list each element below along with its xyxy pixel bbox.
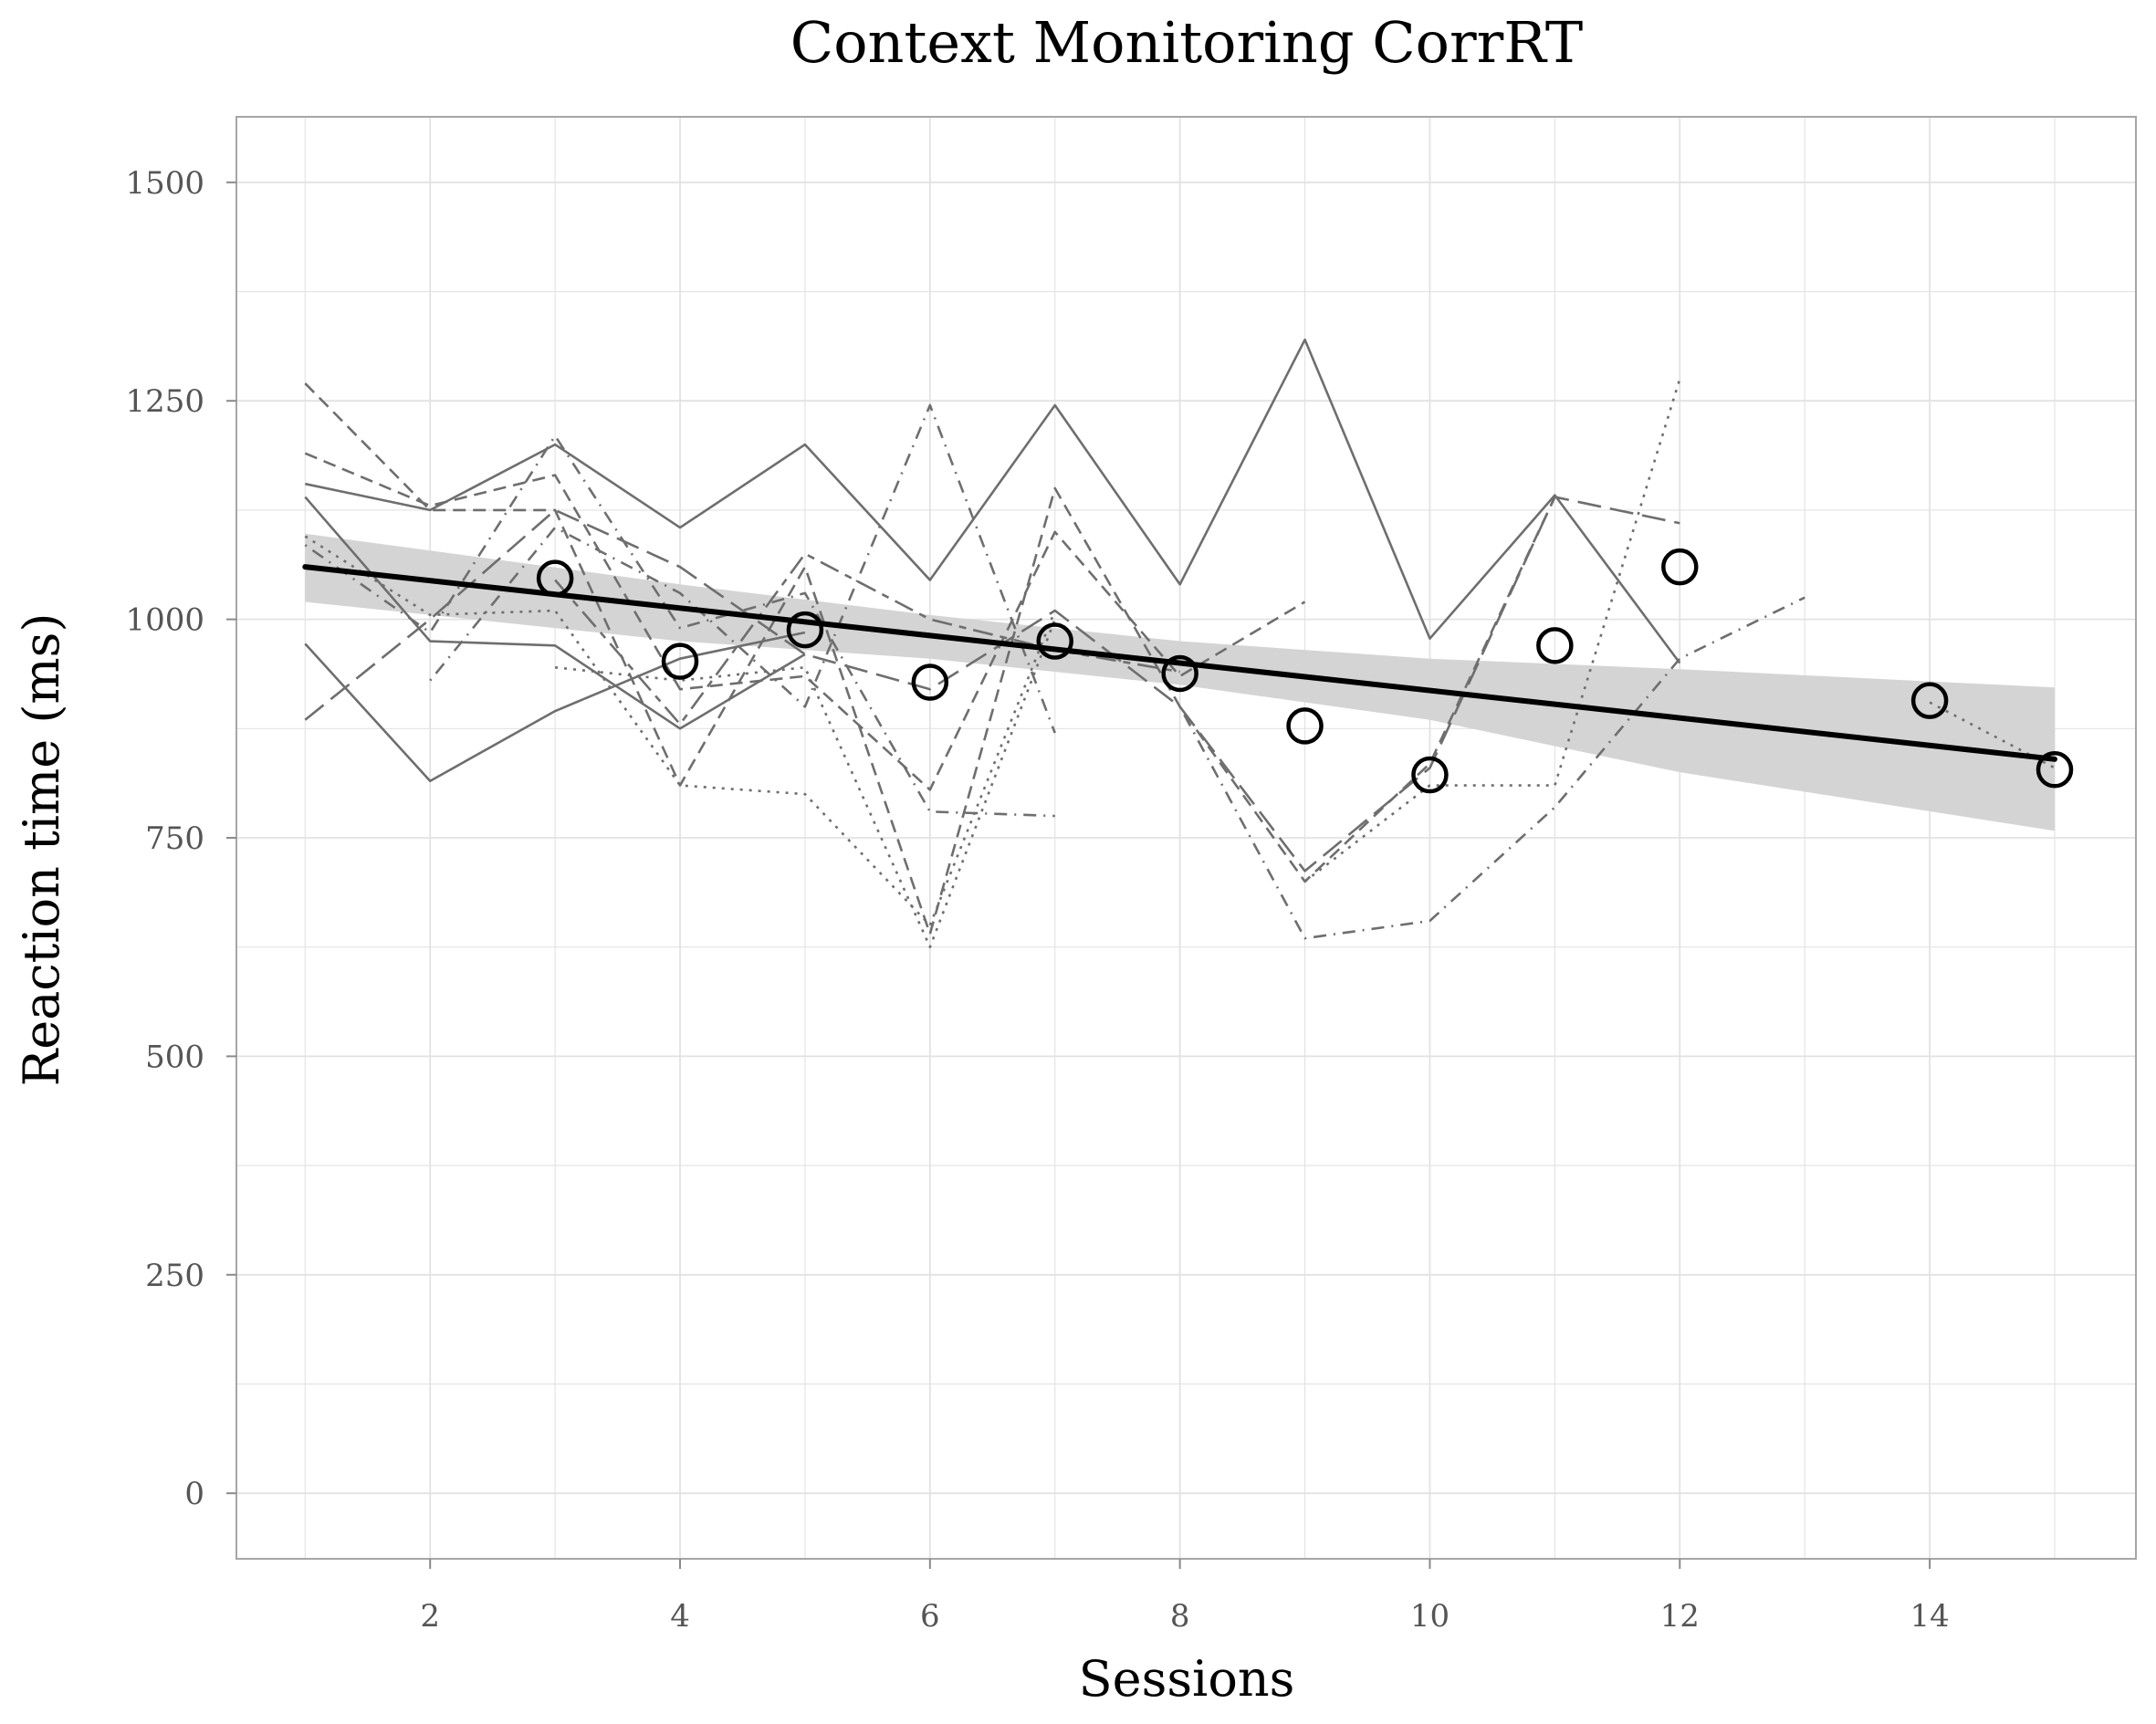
mean-point [911,663,949,701]
participant-line [305,338,1681,664]
mean-point [661,643,699,680]
confidence-band-layer [305,533,2056,831]
y-tick-label: 0 [184,1476,204,1512]
mean-point [1910,682,1949,719]
x-tick-label: 12 [1660,1598,1700,1635]
participant-lines [304,338,2056,948]
participant-line [1303,378,1681,883]
mean-point [1161,654,1198,693]
x-tick-label: 14 [1910,1598,1949,1635]
mean-point [1536,627,1574,664]
participant-line [304,434,1055,818]
tick-labels: 0 250 500 750 1000 1250 1500 2 4 6 8 10 12 14 [125,165,1949,1635]
trend-layer [302,564,2058,762]
grid [236,117,2136,1559]
mean-point [2036,751,2074,789]
participant-line [304,382,1556,935]
participant-line [304,496,806,730]
y-tick-label: 250 [145,1258,204,1294]
y-tick-label: 500 [145,1039,204,1075]
y-tick-label: 750 [145,820,204,857]
participant-line [554,552,1180,726]
trend-line [302,564,2058,762]
participant-line [1178,596,1805,940]
mean-point [536,559,574,597]
chart-title: Context Monitoring CorrRT [790,9,1583,76]
confidence-band [305,533,2056,831]
mean-point [1411,756,1449,794]
y-tick-label: 1250 [125,383,204,420]
y-axis-title: Reaction time (ms) [13,613,70,1087]
x-tick-label: 2 [420,1598,440,1635]
mean-point [1661,548,1699,586]
x-axis-title: Sessions [1079,1650,1295,1708]
y-tick-label: 1500 [125,165,204,202]
mean-point [786,611,824,649]
participant-line [304,535,1056,927]
x-tick-label: 6 [920,1598,940,1635]
participant-line [429,403,1056,734]
x-tick-label: 4 [670,1598,690,1635]
session-means [536,548,2074,794]
x-tick-label: 10 [1410,1598,1450,1635]
participant-line [304,631,806,783]
mean-point [1036,622,1073,660]
mean-point [1286,707,1324,745]
x-tick-label: 8 [1170,1598,1190,1635]
participant-line [304,496,1680,872]
y-tick-label: 1000 [125,602,204,639]
